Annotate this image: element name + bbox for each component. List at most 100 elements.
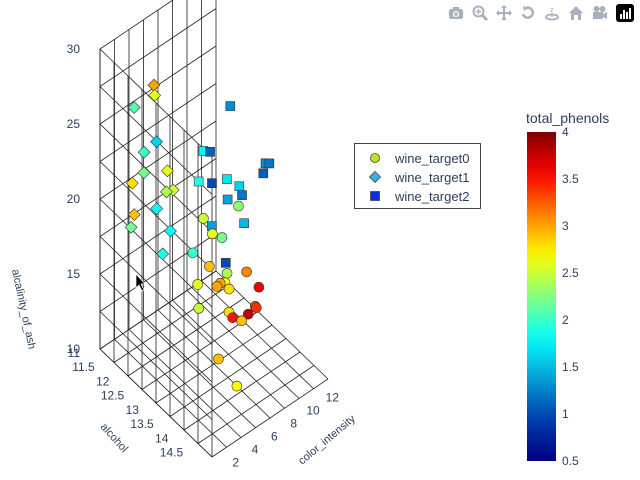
data-point-wine_target1: [156, 247, 170, 261]
colorbar-tick-label: 3.5: [562, 172, 579, 186]
data-point-wine_target1: [127, 101, 141, 114]
legend-label: wine_target2: [395, 188, 470, 204]
legend-item-wine-target0[interactable]: wine_target0: [355, 148, 480, 168]
tick-label: 20: [67, 192, 81, 206]
pan-icon[interactable]: [496, 5, 512, 21]
data-point-wine_target0: [233, 200, 244, 212]
data-point-wine_target2: [220, 258, 231, 268]
data-point-wine_target0: [223, 283, 235, 295]
circle-marker-icon: [355, 152, 395, 164]
data-point-wine_target1: [159, 185, 173, 199]
data-point-wine_target2: [205, 147, 215, 157]
tick-label: 10: [67, 342, 81, 356]
data-point-wine_target0: [251, 302, 262, 314]
data-point-wine_target0: [253, 281, 265, 293]
tick-label: 12: [326, 391, 340, 405]
legend-label: wine_target1: [395, 169, 470, 185]
legend: wine_target0 wine_target1 wine_target2: [354, 143, 481, 209]
z-axis-label: alcalinity_of_ash: [9, 268, 38, 350]
data-point-wine_target0: [193, 303, 205, 314]
data-point-wine_target0: [241, 266, 252, 278]
data-point-wine_target0: [236, 315, 247, 327]
tick-label: 4: [252, 443, 259, 457]
data-point-wine_target0: [216, 232, 228, 243]
grid-line-right-wall: [99, 8, 217, 87]
mouse-pointer-icon: [135, 273, 146, 292]
colorbar-tick-label: 1: [562, 407, 569, 421]
data-point-wine_target0: [198, 213, 209, 224]
data-point-wine_target0: [231, 380, 243, 392]
colorbar-tick-label: 2: [562, 313, 569, 327]
data-points: [124, 78, 275, 392]
data-point-wine_target0: [213, 353, 224, 365]
tick-label: 2: [232, 456, 239, 470]
colorbar-tick-label: 3: [562, 219, 569, 233]
turntable-rotation-icon[interactable]: z: [544, 5, 560, 21]
grid-line-floor: [172, 299, 285, 409]
data-point-wine_target0: [211, 281, 223, 292]
data-point-wine_target2: [239, 218, 249, 229]
data-point-wine_target1: [127, 208, 141, 222]
data-point-wine_target2: [264, 158, 275, 169]
grid-line-floor: [215, 270, 329, 380]
home-icon[interactable]: [568, 5, 584, 21]
grid-line-right-wall: [99, 83, 217, 162]
legend-item-wine-target1[interactable]: wine_target1: [355, 167, 480, 187]
camera-view-icon[interactable]: [592, 5, 608, 21]
data-point-wine_target2: [225, 101, 236, 111]
grid-line-floor: [157, 309, 271, 419]
camera-icon[interactable]: [448, 5, 464, 21]
orbit-rotation-icon[interactable]: [520, 5, 536, 21]
square-marker-icon: [355, 190, 395, 202]
data-point-wine_target0: [187, 247, 199, 259]
data-point-wine_target1: [124, 220, 138, 234]
data-point-wine_target0: [221, 267, 233, 279]
data-point-wine_target1: [125, 176, 139, 190]
data-point-wine_target0: [243, 308, 254, 320]
tick-label: 6: [271, 430, 278, 444]
data-point-wine_target1: [137, 166, 151, 180]
data-point-wine_target1: [150, 135, 163, 149]
svg-text:z: z: [550, 7, 554, 14]
data-point-wine_target2: [222, 174, 232, 184]
data-point-wine_target2: [222, 194, 233, 205]
zoom-icon[interactable]: [472, 5, 488, 21]
tick-label: 14: [155, 431, 169, 445]
tick-label: 11: [68, 346, 81, 360]
data-point-wine_target0: [207, 228, 218, 240]
grid-line-right-wall: [99, 0, 174, 50]
data-point-wine_target1: [164, 224, 177, 238]
y-axis-label: color_intensity: [296, 413, 358, 468]
grid-line-left-wall: [99, 123, 213, 233]
grid-line-floor: [186, 290, 300, 399]
tick-label: 13: [126, 403, 140, 417]
data-point-wine_target2: [207, 178, 217, 189]
tick-label: 8: [290, 417, 297, 431]
data-point-wine_target0: [192, 279, 204, 290]
tick-label: 30: [67, 42, 81, 56]
grid-line-floor: [113, 284, 231, 363]
legend-item-wine-target2[interactable]: wine_target2: [355, 186, 480, 206]
colorbar-tick-label: 4: [562, 125, 569, 139]
modebar: z: [448, 4, 634, 22]
data-point-wine_target2: [237, 190, 247, 200]
data-point-wine_target0: [227, 312, 238, 323]
x-axis-label: alcohol: [98, 421, 130, 455]
tick-label: 14.5: [160, 445, 184, 459]
data-point-wine_target1: [150, 202, 164, 216]
tick-label: 12.5: [101, 389, 125, 403]
tick-label: 10: [306, 404, 320, 418]
colorbar-title: total_phenols: [526, 110, 610, 126]
grid-line-left-wall: [99, 198, 213, 308]
tick-label: 12: [96, 374, 110, 388]
grid-line-left-wall: [99, 48, 213, 158]
data-point-wine_target2: [258, 168, 269, 179]
legend-label: wine_target0: [395, 150, 470, 166]
data-point-wine_target2: [234, 181, 245, 192]
diamond-marker-icon: [355, 171, 395, 183]
plotly-logo-icon[interactable]: [616, 4, 634, 22]
grid-line-right-wall: [99, 120, 217, 200]
data-point-wine_target1: [161, 164, 174, 178]
grid-line-floor: [201, 280, 314, 390]
